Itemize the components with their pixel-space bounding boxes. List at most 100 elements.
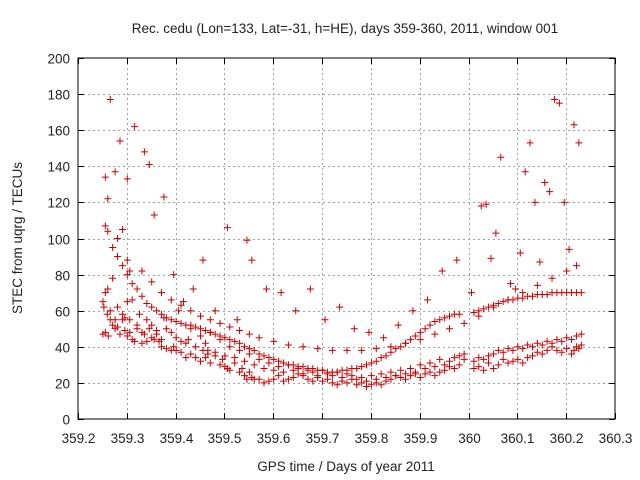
data-point	[162, 345, 170, 353]
data-point	[353, 375, 361, 383]
data-point	[109, 274, 117, 282]
axis-ticks	[78, 58, 616, 420]
data-point	[306, 285, 314, 293]
data-point	[343, 366, 351, 374]
data-point	[494, 299, 502, 307]
data-point	[114, 303, 122, 311]
data-point	[289, 361, 297, 369]
data-point	[199, 256, 207, 264]
data-point	[167, 296, 175, 304]
data-point	[397, 366, 405, 374]
data-point	[392, 345, 400, 353]
data-point	[192, 354, 200, 362]
data-point	[363, 361, 371, 369]
data-point	[123, 298, 131, 306]
data-point	[270, 366, 278, 374]
data-point	[563, 345, 571, 353]
data-point	[182, 339, 190, 347]
data-point	[426, 368, 434, 376]
data-point	[136, 310, 144, 318]
data-point	[568, 336, 576, 344]
data-point	[528, 292, 536, 300]
data-point	[243, 375, 251, 383]
data-point	[406, 364, 414, 372]
data-point	[485, 352, 493, 360]
x-tick-label: 360.3	[599, 431, 633, 446]
data-point	[111, 316, 119, 324]
data-point	[184, 336, 192, 344]
x-tick-labels: 359.2 359.3 359.4 359.5 359.6 359.7 359.8 359.9…	[62, 431, 633, 446]
data-point	[109, 321, 117, 329]
data-point	[497, 153, 505, 161]
data-point	[480, 355, 488, 363]
x-tick-label: 360	[458, 431, 481, 446]
y-tick-label: 120	[47, 196, 70, 211]
data-point	[157, 310, 165, 318]
data-point	[192, 323, 200, 331]
data-point	[265, 354, 273, 362]
data-point	[153, 330, 161, 338]
data-point	[416, 336, 424, 344]
data-point	[240, 372, 248, 380]
x-tick-label: 359.7	[306, 431, 340, 446]
data-point	[455, 352, 463, 360]
y-tick-label: 80	[55, 269, 70, 284]
y-tick-label: 160	[47, 124, 70, 139]
data-points	[99, 96, 585, 391]
data-point	[106, 96, 114, 104]
data-point	[572, 332, 580, 340]
data-point	[475, 312, 483, 320]
data-point	[460, 319, 468, 327]
data-point	[519, 345, 527, 353]
data-point	[546, 188, 554, 196]
data-point	[126, 328, 134, 336]
y-tick-label: 200	[47, 52, 70, 67]
data-point	[509, 357, 517, 365]
data-point	[177, 319, 185, 327]
data-point	[480, 366, 488, 374]
data-point	[255, 334, 263, 342]
data-point	[177, 301, 185, 309]
data-point	[528, 343, 536, 351]
data-point	[338, 373, 346, 381]
data-point	[238, 364, 246, 372]
data-point	[455, 310, 463, 318]
data-point	[514, 343, 522, 351]
data-point	[480, 305, 488, 313]
data-point	[358, 346, 366, 354]
data-point	[475, 363, 483, 371]
data-point	[148, 303, 156, 311]
data-point	[123, 271, 131, 279]
data-point	[453, 256, 461, 264]
data-point	[219, 355, 227, 363]
data-point	[121, 314, 129, 322]
data-point	[148, 321, 156, 329]
data-point	[221, 334, 229, 342]
data-point	[157, 289, 165, 297]
data-point	[270, 375, 278, 383]
data-point	[536, 258, 544, 266]
data-point	[304, 375, 312, 383]
data-point	[104, 332, 112, 340]
data-point	[101, 222, 109, 230]
data-point	[555, 99, 563, 107]
data-point	[236, 368, 244, 376]
data-point	[201, 327, 209, 335]
data-point	[343, 379, 351, 387]
data-point	[145, 325, 153, 333]
x-axis-label: GPS time / Days of year 2011	[257, 459, 435, 474]
y-tick-labels: 0 20 40 60 80 100 120 140 160 180 200	[47, 52, 70, 428]
data-point	[187, 321, 195, 329]
data-point	[104, 195, 112, 203]
data-point	[543, 290, 551, 298]
data-point	[553, 336, 561, 344]
data-point	[519, 289, 527, 297]
data-point	[492, 229, 500, 237]
data-point	[118, 310, 126, 318]
data-point	[299, 370, 307, 378]
data-point	[411, 368, 419, 376]
data-point	[482, 200, 490, 208]
data-point	[206, 316, 214, 324]
data-point	[533, 348, 541, 356]
data-point	[236, 327, 244, 335]
